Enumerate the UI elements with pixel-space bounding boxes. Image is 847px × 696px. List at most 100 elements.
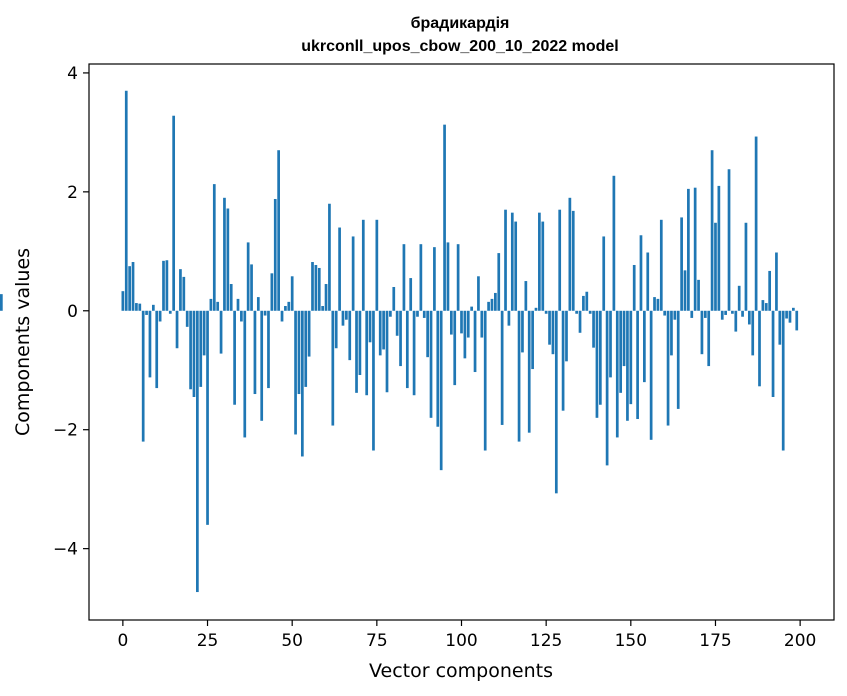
bar-48 bbox=[284, 306, 287, 311]
bar-44 bbox=[270, 273, 274, 311]
bar-25 bbox=[206, 310, 209, 525]
bar-153 bbox=[639, 235, 643, 311]
bar-77 bbox=[382, 310, 385, 350]
bar-61 bbox=[328, 203, 331, 311]
bar-120 bbox=[527, 310, 531, 433]
bar-59 bbox=[321, 306, 325, 311]
bar-150 bbox=[629, 310, 633, 405]
bar-66 bbox=[345, 310, 348, 320]
bar-94 bbox=[439, 310, 443, 471]
bar-188 bbox=[758, 310, 761, 387]
bar-73 bbox=[368, 310, 372, 343]
bar-151 bbox=[632, 264, 636, 311]
bar-51 bbox=[294, 310, 297, 435]
bar-90 bbox=[426, 310, 429, 358]
bar-8 bbox=[148, 310, 152, 378]
x-tick-label: 50 bbox=[281, 631, 303, 651]
bar-31 bbox=[226, 208, 230, 311]
bar-85 bbox=[409, 278, 413, 311]
bar-76 bbox=[378, 310, 382, 356]
bar-159 bbox=[659, 219, 663, 311]
bar-20 bbox=[189, 310, 192, 390]
bar-185 bbox=[747, 310, 751, 325]
bar-180 bbox=[731, 310, 734, 314]
bar-182 bbox=[737, 285, 741, 311]
bar-29 bbox=[219, 310, 223, 354]
bar-172 bbox=[703, 310, 707, 318]
bar-177 bbox=[720, 310, 724, 320]
bar-152 bbox=[636, 310, 639, 420]
bar-23 bbox=[199, 310, 203, 387]
bar-199 bbox=[795, 310, 799, 331]
bar-1 bbox=[124, 90, 128, 311]
bar-136 bbox=[582, 295, 585, 311]
bar-57 bbox=[314, 264, 318, 311]
bar-92 bbox=[433, 247, 436, 311]
bar-83 bbox=[402, 244, 406, 311]
bar-81 bbox=[395, 310, 399, 336]
bar-170 bbox=[697, 279, 700, 311]
bar-82 bbox=[399, 310, 402, 367]
bar-144 bbox=[609, 310, 612, 378]
x-tick-label: 200 bbox=[784, 631, 816, 651]
bar-45 bbox=[273, 198, 277, 311]
bar-179 bbox=[727, 169, 731, 311]
bar-105 bbox=[477, 276, 480, 311]
bar-161 bbox=[666, 310, 670, 426]
bar-16 bbox=[175, 310, 179, 349]
bar-12 bbox=[162, 260, 165, 311]
bar-56 bbox=[311, 262, 314, 311]
bar-138 bbox=[588, 310, 592, 314]
chart-title: брадикардія bbox=[411, 15, 510, 32]
x-tick-label: 100 bbox=[445, 631, 477, 651]
y-axis-label: Components values bbox=[12, 248, 34, 436]
y-tick-label: 4 bbox=[67, 64, 78, 84]
bar-26 bbox=[209, 298, 213, 311]
bar-158 bbox=[656, 298, 660, 311]
bar-11 bbox=[158, 310, 162, 322]
bar-189 bbox=[761, 300, 765, 311]
bars-group bbox=[0, 90, 799, 593]
bar-109 bbox=[490, 298, 494, 311]
bar-63 bbox=[334, 310, 338, 349]
bar-86 bbox=[412, 310, 416, 396]
bar-32 bbox=[229, 284, 233, 311]
bar-113 bbox=[504, 209, 507, 311]
bar-173 bbox=[707, 310, 711, 367]
bar-68 bbox=[351, 236, 355, 311]
x-tick-label: 25 bbox=[197, 631, 219, 651]
bar-129 bbox=[558, 209, 562, 311]
bar-5 bbox=[138, 303, 142, 311]
bar-99 bbox=[456, 244, 460, 311]
bar-155 bbox=[646, 252, 650, 311]
bar-184 bbox=[744, 222, 748, 311]
bar-33 bbox=[233, 310, 236, 405]
bar-80 bbox=[392, 286, 396, 311]
bar-60 bbox=[324, 284, 328, 311]
bar-143 bbox=[605, 310, 609, 466]
bar-175 bbox=[714, 222, 717, 311]
bar-50 bbox=[290, 276, 294, 311]
bar-49 bbox=[287, 301, 291, 311]
y-tick-label: 2 bbox=[67, 183, 78, 203]
bar-87 bbox=[416, 310, 419, 317]
bar-17 bbox=[179, 269, 182, 311]
bar-4 bbox=[135, 303, 138, 311]
bar-163 bbox=[673, 310, 677, 320]
bar-147 bbox=[619, 310, 623, 393]
bar-74 bbox=[372, 310, 375, 451]
bar-104 bbox=[473, 310, 477, 373]
bar-69 bbox=[355, 310, 358, 393]
x-tick-label: 125 bbox=[530, 631, 562, 651]
bar-164 bbox=[676, 310, 680, 409]
bar-84 bbox=[405, 310, 409, 389]
bar-97 bbox=[449, 310, 453, 335]
bar-95 bbox=[443, 124, 446, 311]
bar-102 bbox=[466, 310, 470, 338]
bar-70 bbox=[358, 310, 362, 375]
bar-75 bbox=[375, 219, 379, 311]
bar-6 bbox=[141, 310, 145, 442]
bar-183 bbox=[741, 310, 744, 317]
x-axis-ticks: 0 25 50 75 100 125 150 175 200 bbox=[117, 620, 816, 651]
